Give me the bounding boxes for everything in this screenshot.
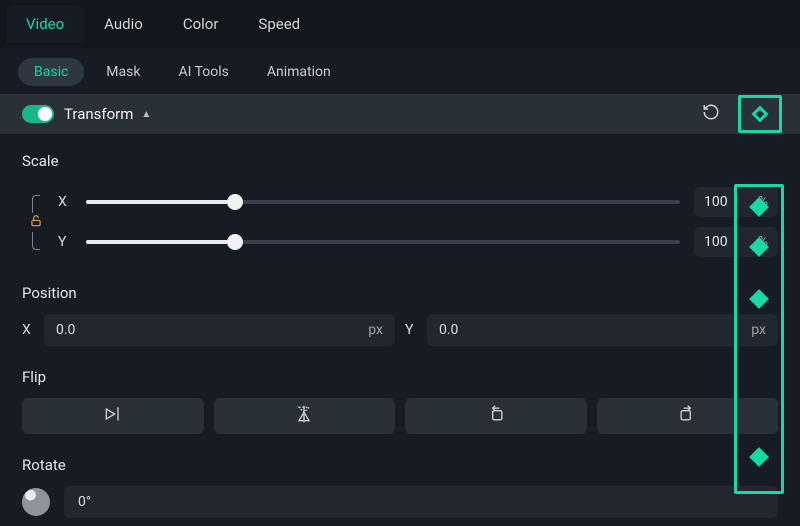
keyframe-diamond-icon: [749, 197, 769, 217]
transform-section-header: Transform ▲: [0, 94, 800, 134]
position-x-value: 0.0: [56, 322, 75, 338]
rotate-input[interactable]: 0°: [64, 486, 778, 518]
tab-speed[interactable]: Speed: [238, 5, 320, 43]
tab-color[interactable]: Color: [163, 5, 239, 43]
scale-y-slider[interactable]: [86, 230, 680, 254]
keyframe-diamond-icon: [749, 289, 769, 309]
position-x-field: X 0.0 px: [22, 314, 395, 346]
transform-toggle[interactable]: [22, 105, 54, 123]
top-tabs: Video Audio Color Speed: [0, 0, 800, 48]
tab-audio[interactable]: Audio: [84, 5, 163, 43]
flip-vertical-button[interactable]: [214, 398, 396, 434]
position-keyframe[interactable]: [737, 267, 781, 331]
scale-y-number: 100: [704, 234, 728, 250]
scale-block: X 100 % Y 100: [22, 182, 778, 262]
rotate-label: Rotate: [22, 456, 778, 474]
subtab-basic[interactable]: Basic: [18, 58, 84, 86]
position-label: Position: [22, 284, 778, 302]
keyframe-column-highlight: [734, 184, 784, 494]
scale-y-row: Y 100 %: [22, 222, 778, 262]
rotate-dial[interactable]: [22, 488, 50, 516]
keyframe-diamond-icon: [749, 237, 769, 257]
scale-link-bracket: [20, 182, 52, 262]
position-y-input[interactable]: 0.0 px: [427, 314, 778, 346]
keyframe-diamond-icon: [749, 447, 769, 467]
scale-x-thumb[interactable]: [227, 194, 243, 210]
scale-x-fill: [86, 200, 235, 204]
scale-y-thumb[interactable]: [227, 234, 243, 250]
tab-video[interactable]: Video: [6, 5, 84, 43]
video-properties-panel: Video Audio Color Speed Basic Mask AI To…: [0, 0, 800, 526]
position-x-axis-label: X: [22, 322, 36, 338]
position-y-field: Y 0.0 px: [405, 314, 778, 346]
scale-x-row: X 100 %: [22, 182, 778, 222]
rotate-row: 0°: [22, 486, 778, 518]
rotate-ccw-icon: [486, 404, 506, 428]
sub-tabs: Basic Mask AI Tools Animation: [0, 48, 800, 94]
scale-label: Scale: [22, 152, 778, 170]
flip-horizontal-icon: [103, 404, 123, 428]
position-x-input[interactable]: 0.0 px: [44, 314, 395, 346]
flip-label: Flip: [22, 368, 778, 386]
flip-keyframe-spacer: [737, 331, 781, 427]
position-y-axis-label: Y: [405, 322, 419, 338]
rotate-keyframe[interactable]: [737, 427, 781, 487]
scale-x-slider[interactable]: [86, 190, 680, 214]
transform-body: Scale X 100 %: [0, 134, 800, 518]
flip-horizontal-button[interactable]: [22, 398, 204, 434]
transform-keyframe-button[interactable]: [738, 95, 782, 133]
transform-title: Transform: [64, 105, 133, 123]
subtab-mask[interactable]: Mask: [90, 58, 156, 86]
reset-icon[interactable]: [702, 103, 720, 125]
collapse-icon[interactable]: ▲: [141, 109, 151, 120]
scale-y-keyframe[interactable]: [737, 227, 781, 267]
keyframe-diamond-icon: [752, 106, 769, 123]
subtab-ai-tools[interactable]: AI Tools: [162, 58, 244, 86]
position-y-value: 0.0: [439, 322, 458, 338]
subtab-animation[interactable]: Animation: [251, 58, 347, 86]
scale-y-axis-label: Y: [58, 234, 72, 250]
position-row: X 0.0 px Y 0.0 px: [22, 314, 778, 346]
rotate-ccw-button[interactable]: [405, 398, 587, 434]
rotate-cw-icon: [677, 404, 697, 428]
scale-x-number: 100: [704, 194, 728, 210]
rotate-value: 0°: [78, 494, 91, 510]
position-x-unit: px: [368, 322, 383, 338]
flip-vertical-icon: [294, 404, 314, 428]
scale-x-axis-label: X: [58, 194, 72, 210]
scale-y-fill: [86, 240, 235, 244]
lock-icon[interactable]: [29, 213, 43, 232]
flip-row: [22, 398, 778, 434]
scale-x-keyframe[interactable]: [737, 187, 781, 227]
